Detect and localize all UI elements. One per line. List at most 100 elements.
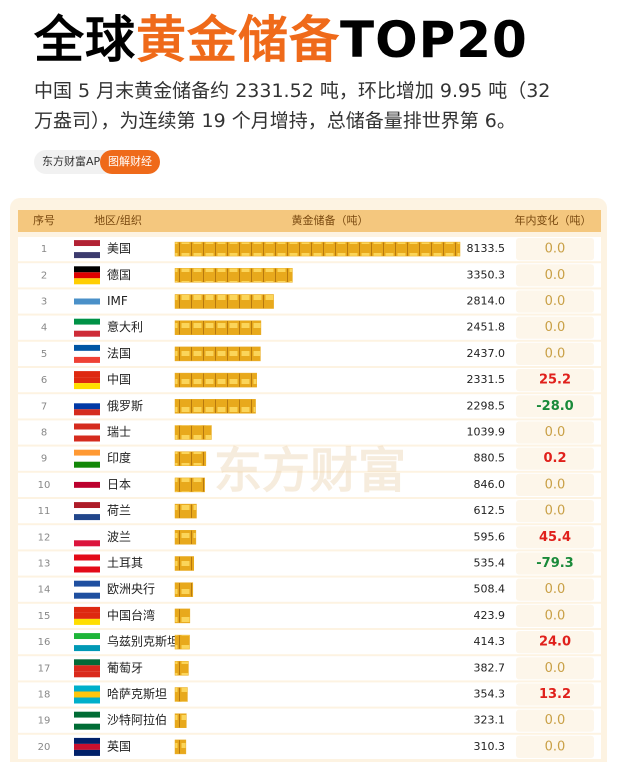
change-cell	[516, 526, 594, 549]
row-bg	[18, 446, 601, 471]
flag	[74, 685, 100, 692]
region: 日本	[107, 477, 131, 491]
flag	[74, 560, 100, 567]
subtitle: 万盎司），为连续第 19 个月增持，总储备量排世界第 6。	[34, 110, 516, 132]
rank: 1	[41, 244, 47, 255]
change-label: 45.4	[539, 530, 571, 545]
value-label: 595.6	[474, 530, 506, 543]
change-cell	[516, 447, 594, 470]
region: 德国	[107, 267, 131, 282]
flag	[74, 409, 100, 416]
change-label: 0.0	[545, 346, 566, 361]
change-label: 0.0	[545, 504, 566, 519]
flag	[74, 246, 100, 253]
change-cell	[516, 369, 594, 392]
rank: 10	[38, 480, 51, 491]
flag	[74, 633, 100, 640]
change-cell	[516, 657, 594, 680]
rank: 11	[38, 506, 51, 517]
change-label: 25.2	[539, 373, 571, 388]
bar	[174, 608, 191, 624]
flag	[74, 324, 100, 331]
title-part: 全球	[34, 11, 136, 69]
change-label: 13.2	[539, 687, 571, 702]
row-bg	[18, 289, 601, 314]
flag	[74, 592, 100, 599]
title: 全球黄金储备TOP20	[34, 0, 528, 72]
row-bg	[18, 420, 601, 445]
tag[interactable]: 图解财经	[100, 150, 160, 174]
row-bg	[18, 734, 601, 759]
flag	[74, 272, 100, 279]
flag	[74, 737, 100, 744]
flag	[74, 671, 100, 678]
bar	[174, 320, 262, 335]
rank: 19	[38, 716, 51, 727]
rank: 13	[38, 559, 51, 570]
change-label: 0.0	[545, 320, 566, 335]
value-label: 2298.5	[467, 399, 506, 412]
change-label: 0.0	[545, 425, 566, 440]
row-bg	[18, 472, 601, 497]
value-label: 323.1	[474, 714, 506, 727]
value-label: 508.4	[474, 583, 506, 596]
flag	[74, 298, 100, 305]
change-label: -28.0	[536, 399, 573, 414]
flag	[74, 508, 100, 515]
flag	[74, 534, 100, 541]
region: 中国	[107, 372, 131, 387]
change-cell	[516, 342, 594, 365]
change-cell	[516, 552, 594, 575]
rank: 6	[41, 375, 47, 386]
change-cell	[516, 578, 594, 601]
flag	[74, 252, 100, 259]
region: 葡萄牙	[107, 661, 143, 675]
region: 美国	[107, 242, 131, 256]
region: 中国台湾	[107, 607, 155, 622]
change-label: 0.0	[545, 294, 566, 309]
rank: 4	[41, 323, 47, 334]
region: 瑞士	[107, 425, 131, 439]
flag	[74, 697, 100, 704]
bar	[174, 268, 293, 283]
rank: 8	[41, 428, 47, 439]
change-label: 0.0	[545, 268, 566, 283]
bar	[174, 346, 261, 362]
flag	[74, 304, 100, 311]
value-label: 310.3	[474, 740, 506, 753]
rank: 3	[41, 297, 47, 308]
flag	[74, 383, 100, 390]
row-bg	[18, 630, 601, 655]
rank: 18	[38, 690, 51, 701]
bar	[174, 241, 461, 257]
bar	[174, 687, 188, 702]
region: 欧洲央行	[107, 582, 155, 596]
flag	[74, 435, 100, 442]
title-part: 黄金储备	[136, 11, 340, 69]
region: IMF	[107, 294, 128, 308]
change-cell	[516, 709, 594, 732]
flag	[74, 645, 100, 652]
change-cell	[516, 290, 594, 313]
flag	[74, 580, 100, 587]
flag	[74, 330, 100, 337]
row-bg	[18, 394, 601, 419]
row-bg	[18, 708, 601, 733]
value-label: 2814.0	[467, 295, 506, 308]
flag	[74, 429, 100, 436]
flag	[74, 639, 100, 646]
change-cell	[516, 735, 594, 758]
flag	[74, 586, 100, 593]
change-label: 0.0	[545, 477, 566, 492]
flag	[74, 540, 100, 547]
flag	[74, 475, 100, 482]
flag	[74, 344, 100, 351]
row-bg	[18, 551, 601, 576]
change-cell	[516, 421, 594, 444]
bar	[174, 294, 274, 309]
bar	[174, 399, 256, 414]
bar	[174, 661, 189, 676]
change-cell	[516, 500, 594, 523]
value-label: 880.5	[474, 452, 506, 465]
bar	[174, 451, 207, 466]
